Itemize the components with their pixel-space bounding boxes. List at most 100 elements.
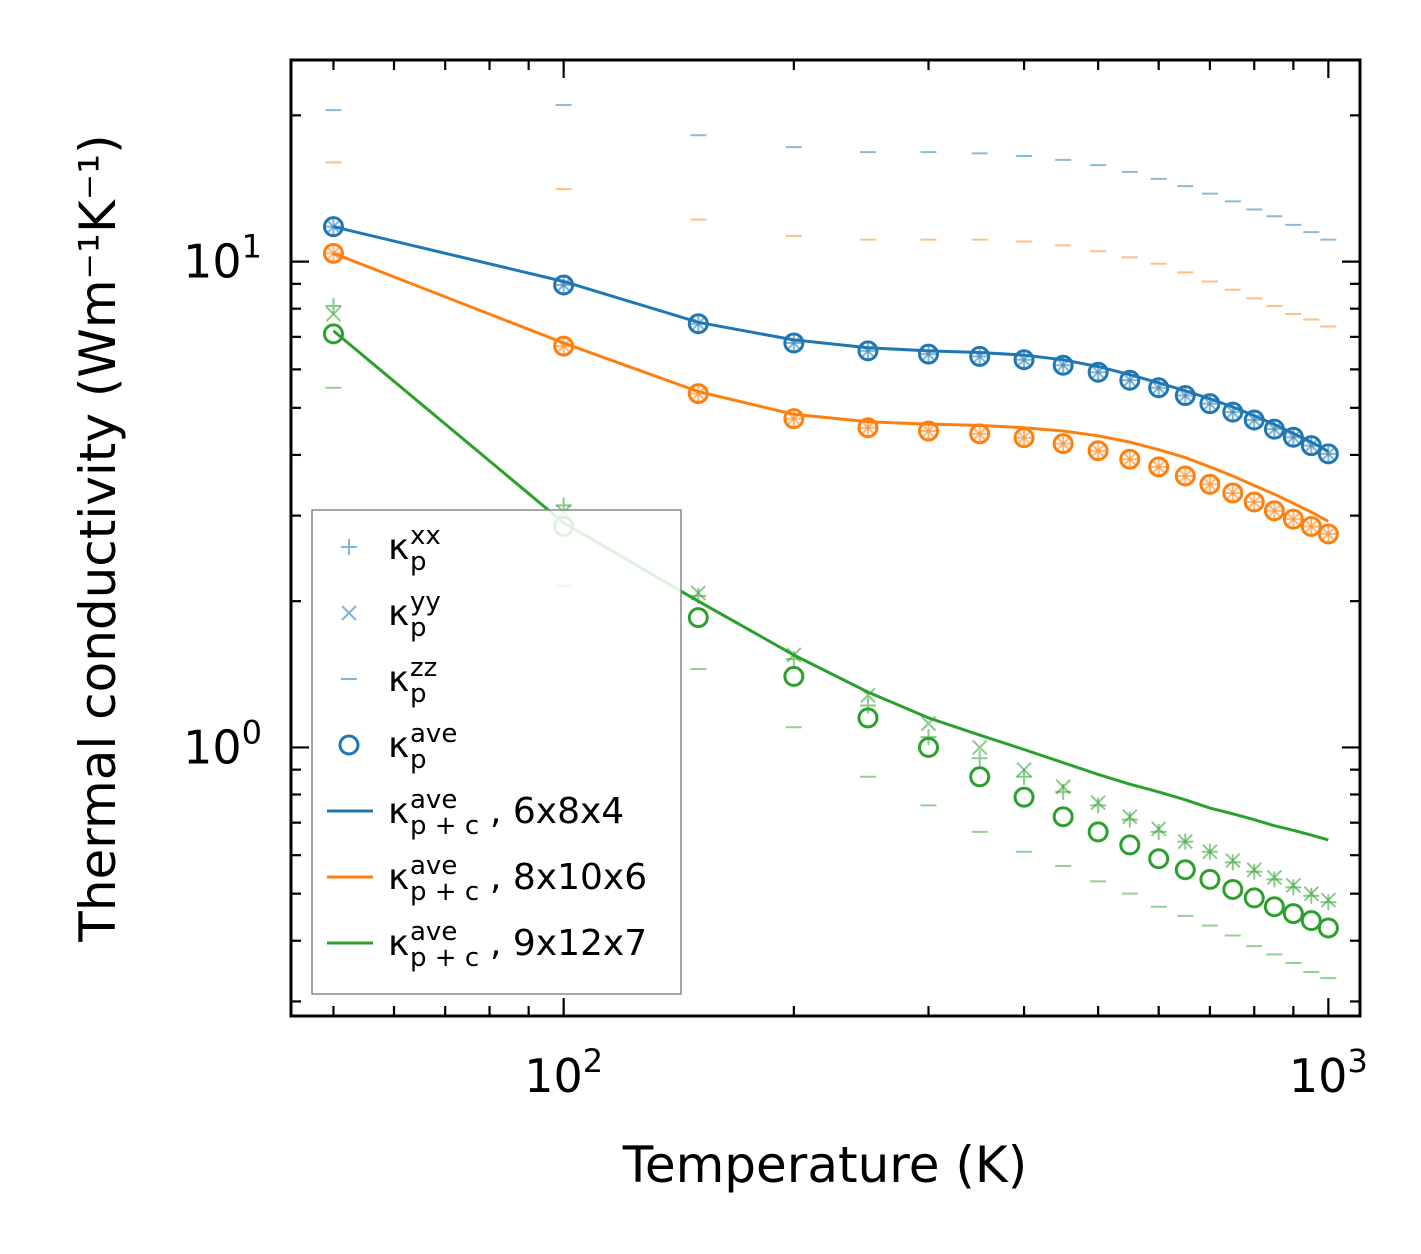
kyy-point-b [971, 426, 988, 442]
kyy-point [325, 245, 342, 262]
kyy-point-b [1225, 852, 1241, 869]
kyy-point [1246, 862, 1262, 878]
legend-box [311, 509, 682, 995]
kave-point [1148, 377, 1170, 399]
kyy-point-b [325, 218, 342, 235]
kyy-point-b [860, 343, 876, 359]
kave-point [322, 216, 344, 238]
kave-point [1087, 361, 1109, 383]
kyy-point-b [1285, 877, 1302, 894]
kyy-point-b [325, 306, 342, 322]
series-6x8x4 [325, 104, 1337, 462]
kyy-point [1177, 468, 1193, 484]
legend-entry-label: κave p + c, 8x10x6 [388, 851, 647, 907]
kave-point [1300, 515, 1322, 537]
kyy-point-b [1285, 511, 1302, 527]
kyy-point [1246, 494, 1262, 510]
kxx-point [971, 750, 988, 767]
kyy-point [971, 426, 988, 442]
kyy-point [1122, 809, 1138, 825]
kyy-point-b [1150, 459, 1167, 475]
kave-point [857, 707, 879, 729]
kave-point [1052, 433, 1074, 455]
kyy-point-b [1177, 833, 1193, 850]
kave-point [1087, 821, 1109, 843]
x-tick-label: 103 [1289, 1042, 1368, 1103]
kyy-point-b [1016, 430, 1032, 446]
kyy-point-b [1303, 885, 1320, 902]
legend-plus-marker [341, 539, 357, 555]
kave-point [1199, 868, 1221, 890]
legend-entry-label: κave p + c, 6x8x4 [388, 785, 624, 841]
legend-entry-label: κxx p [388, 521, 441, 577]
kave-point [1317, 523, 1339, 545]
legend-cross-marker [341, 605, 357, 621]
kxx-point [859, 697, 876, 714]
kpc-line-9x12x7 [332, 329, 1329, 842]
kave-point [918, 736, 940, 758]
kyy-point-b [1320, 526, 1337, 542]
kave-point [1317, 443, 1339, 465]
kave-point [1052, 354, 1074, 376]
kyy-point-b [1266, 869, 1283, 886]
kyy-point-b [1320, 446, 1337, 462]
kave-point [969, 766, 991, 788]
kyy-point-b [920, 423, 937, 439]
kave-point [1119, 448, 1141, 470]
kyy-point-b [555, 338, 572, 354]
kave-point [783, 332, 805, 354]
kxx-point [1285, 879, 1302, 896]
kyy-point [1202, 476, 1218, 493]
kyy-point [1320, 526, 1337, 542]
kyy-point-b [1246, 862, 1262, 878]
axes [289, 58, 1362, 1018]
kave-point [1300, 910, 1322, 932]
kyy-point [1285, 511, 1302, 527]
kyy-point [1016, 430, 1032, 446]
kave-point [1052, 806, 1074, 828]
kyy-point-b [1122, 809, 1138, 825]
kave-point [1263, 896, 1285, 918]
y-axis-label: Thermal conductivity (Wm⁻¹K⁻¹) [69, 134, 127, 942]
kave-point [1013, 786, 1035, 808]
kave-point [1148, 456, 1170, 478]
kyy-point [1266, 869, 1283, 886]
kyy-point [1320, 892, 1337, 908]
kyy-point [1266, 421, 1283, 437]
kave-point [857, 340, 879, 362]
kyy-point-b [1122, 451, 1138, 467]
kyy-point [1150, 459, 1167, 475]
kyy-point-b [1016, 761, 1032, 778]
kave-point [918, 420, 940, 442]
kyy-point [1266, 503, 1283, 519]
kxx-point [1150, 823, 1167, 840]
kpc-line-6x8x4 [333, 225, 1330, 453]
kave-point [918, 343, 940, 365]
kave-point [687, 607, 709, 629]
kxx-point [1303, 887, 1320, 904]
series-8x10x6 [325, 161, 1337, 542]
kave-point [1222, 878, 1244, 900]
kave-point [1263, 500, 1285, 522]
kxx-point [1121, 811, 1138, 828]
kave-point [1222, 482, 1244, 504]
kyy-point-b [1303, 518, 1320, 535]
legend: κxx p κyy p κzz p κave p κave p + c, 6x8x4 κave p +… [311, 509, 682, 995]
kxx-point [1090, 797, 1107, 814]
kxx-point [1266, 871, 1283, 888]
kave-point [1119, 369, 1141, 391]
x-axis-label: Temperature (K) [622, 1136, 1027, 1194]
kave-point [1174, 385, 1196, 407]
kyy-point [1303, 885, 1320, 902]
kave-point [1317, 917, 1339, 939]
kyy-point [1177, 833, 1193, 850]
plot-marks [322, 104, 1339, 980]
kave-point [783, 408, 805, 430]
kyy-point-b [860, 687, 876, 704]
kxx-point [1016, 768, 1033, 785]
kyy-point-b [1285, 429, 1302, 445]
kave-point [969, 345, 991, 367]
kave-point [1174, 465, 1196, 487]
kyy-point-b [1320, 892, 1337, 908]
